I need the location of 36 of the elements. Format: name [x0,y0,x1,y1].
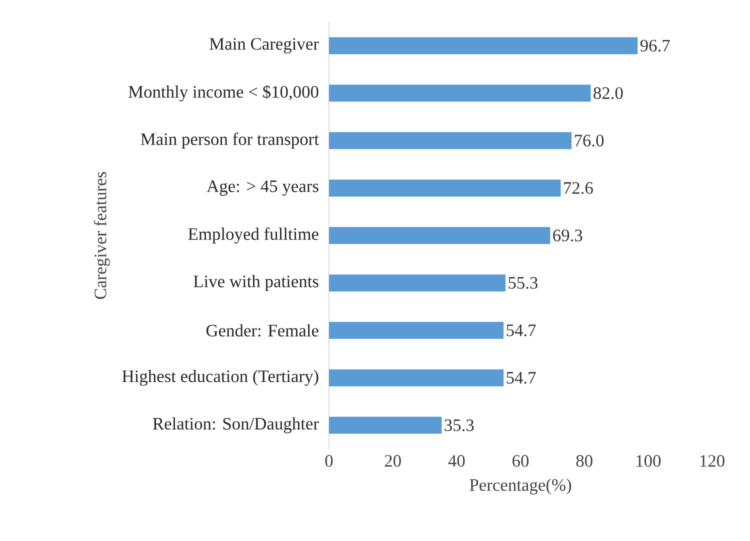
y-tick-label: Main person for transport [140,132,319,149]
x-tick-label: 60 [512,455,529,467]
y-axis-title: Caregiver features [94,172,110,299]
data-label: 82.0 [594,87,623,100]
bar [329,322,504,339]
y-tick-label: Highest education (Tertiary) [122,370,318,386]
bar [329,416,442,434]
bar [329,180,561,197]
x-tick-label: 100 [636,455,661,467]
y-tick-label: Live with patients [194,275,318,291]
x-tick-label: 20 [384,455,401,467]
bar [329,274,506,292]
y-tick-label: Main Caregiver [210,38,319,54]
y-tick-label: Relation: Son/Daughter [152,417,319,434]
data-label: 35.3 [444,419,474,432]
y-tick-label: Gender: Female [206,324,318,337]
bar [329,132,572,150]
data-label: 54.7 [506,324,536,336]
data-label: 76.0 [574,134,604,147]
data-label: 96.7 [640,40,670,52]
y-tick-label: Age: > 45 years [206,180,318,196]
data-label: 72.6 [564,182,593,194]
bar [329,369,504,386]
bar [329,227,550,244]
data-label: 69.3 [553,230,582,242]
bar [329,84,591,102]
x-axis-title: Percentage(%) [470,478,572,494]
y-tick-label: Monthly income < $10,000 [128,84,318,102]
x-tick-label: 120 [700,455,724,467]
x-tick-label: 0 [325,455,333,467]
data-label: 54.7 [506,372,536,384]
bar [329,37,638,54]
x-tick-label: 80 [576,455,592,467]
y-tick-label: Employed fulltime [188,227,318,244]
x-tick-label: 40 [448,455,465,467]
data-label: 55.3 [508,277,538,289]
